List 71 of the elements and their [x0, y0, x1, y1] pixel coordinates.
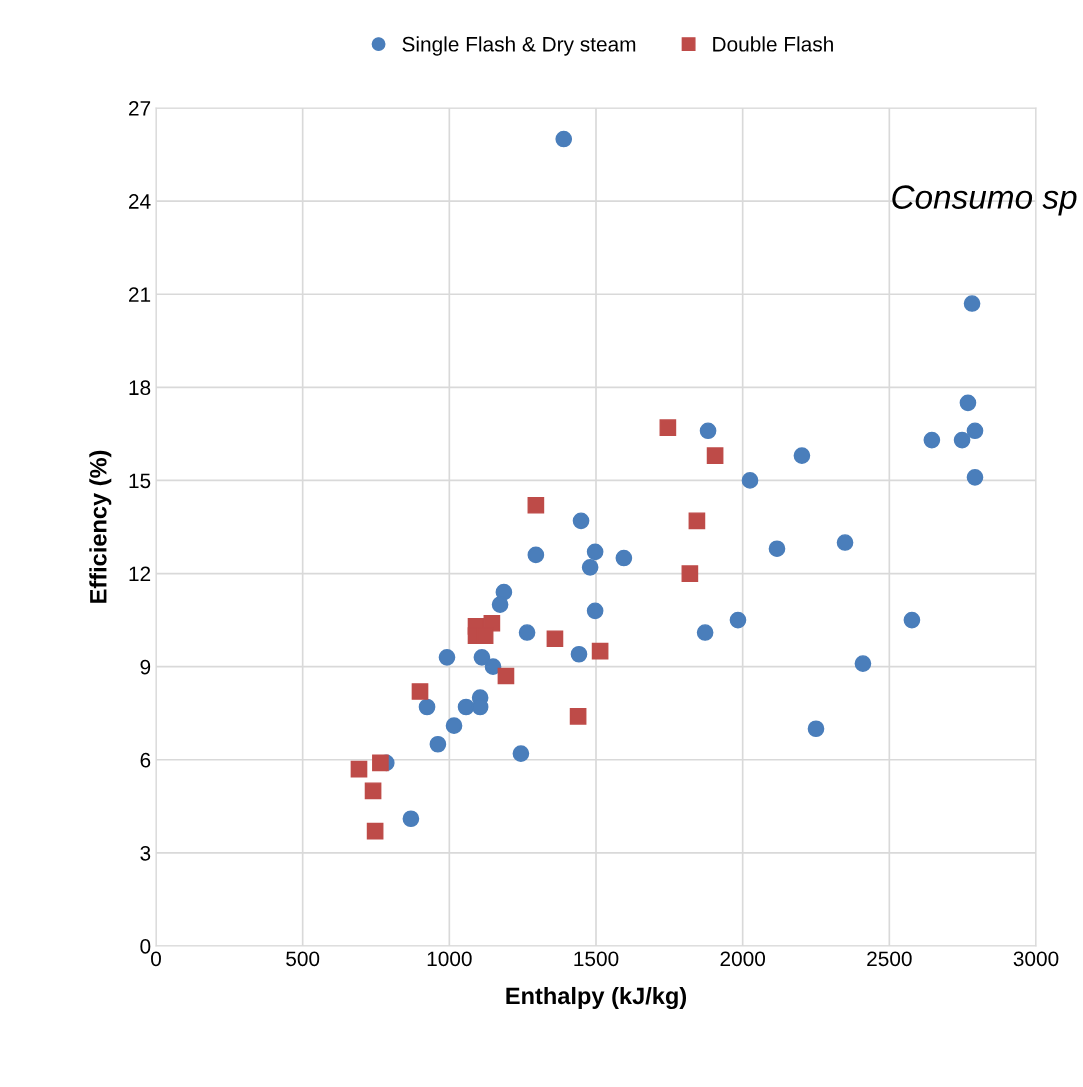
x-axis-title: Enthalpy (kJ/kg): [506, 986, 687, 1010]
point: [659, 419, 677, 437]
point: [572, 512, 590, 530]
x-tick-label: 1500: [574, 951, 619, 967]
x-tick-label: 2500: [867, 951, 912, 967]
point: [569, 707, 587, 725]
legend-label: Single Flash & Dry steam: [402, 36, 636, 56]
x-tick-label: 2000: [720, 951, 766, 967]
point: [527, 546, 545, 564]
point: [429, 735, 447, 753]
point: [586, 543, 604, 561]
point: [586, 602, 604, 620]
point: [350, 760, 368, 778]
point: [518, 624, 536, 641]
point: [768, 540, 786, 558]
y-axis-title: Efficiency (%): [89, 450, 112, 603]
x-tick-label: 500: [286, 951, 320, 967]
point: [445, 717, 463, 734]
point: [706, 447, 724, 464]
point: [364, 782, 382, 800]
point: [372, 754, 389, 772]
point: [923, 431, 941, 449]
point: [591, 642, 609, 660]
point: [512, 745, 530, 762]
point: [793, 447, 811, 464]
point: [527, 496, 545, 514]
annotation: Consumo sp: [892, 185, 1077, 216]
point: [411, 683, 429, 700]
point: [741, 472, 759, 489]
point: [366, 822, 384, 840]
point: [491, 596, 509, 613]
point: [729, 611, 747, 629]
point: [699, 422, 717, 440]
y-tick-label: 24: [129, 194, 151, 209]
point: [959, 394, 977, 412]
legend-label: Double Flash: [713, 36, 833, 52]
point: [696, 624, 714, 641]
x-tick-label: 3000: [1013, 951, 1059, 967]
point: [402, 810, 420, 828]
point: [966, 469, 984, 486]
point: [581, 559, 599, 576]
y-tick-label: 18: [129, 380, 151, 396]
y-tick-label: 3: [140, 845, 151, 861]
point: [681, 565, 699, 582]
point: [418, 698, 436, 716]
point: [438, 649, 456, 666]
point: [570, 645, 588, 663]
y-tick-label: 21: [129, 287, 151, 302]
y-tick-label: 15: [129, 473, 151, 489]
point: [953, 431, 971, 449]
y-tick-label: 12: [129, 566, 151, 582]
point: [484, 658, 502, 676]
point: [836, 534, 854, 551]
point: [497, 667, 515, 685]
point: [963, 295, 981, 312]
point: [688, 512, 706, 530]
point: [457, 698, 475, 716]
point: [903, 611, 921, 629]
y-tick-label: 9: [140, 659, 151, 675]
y-tick-label: 0: [140, 939, 151, 954]
point: [555, 130, 573, 148]
point: [473, 649, 491, 666]
point: [966, 422, 984, 440]
point: [854, 655, 872, 672]
y-tick-label: 6: [140, 752, 151, 768]
point: [807, 720, 825, 738]
y-tick-label: 27: [129, 101, 151, 116]
x-tick-label: 0: [151, 951, 161, 967]
point: [615, 549, 633, 567]
point: [546, 630, 564, 648]
x-tick-label: 1000: [427, 951, 472, 967]
